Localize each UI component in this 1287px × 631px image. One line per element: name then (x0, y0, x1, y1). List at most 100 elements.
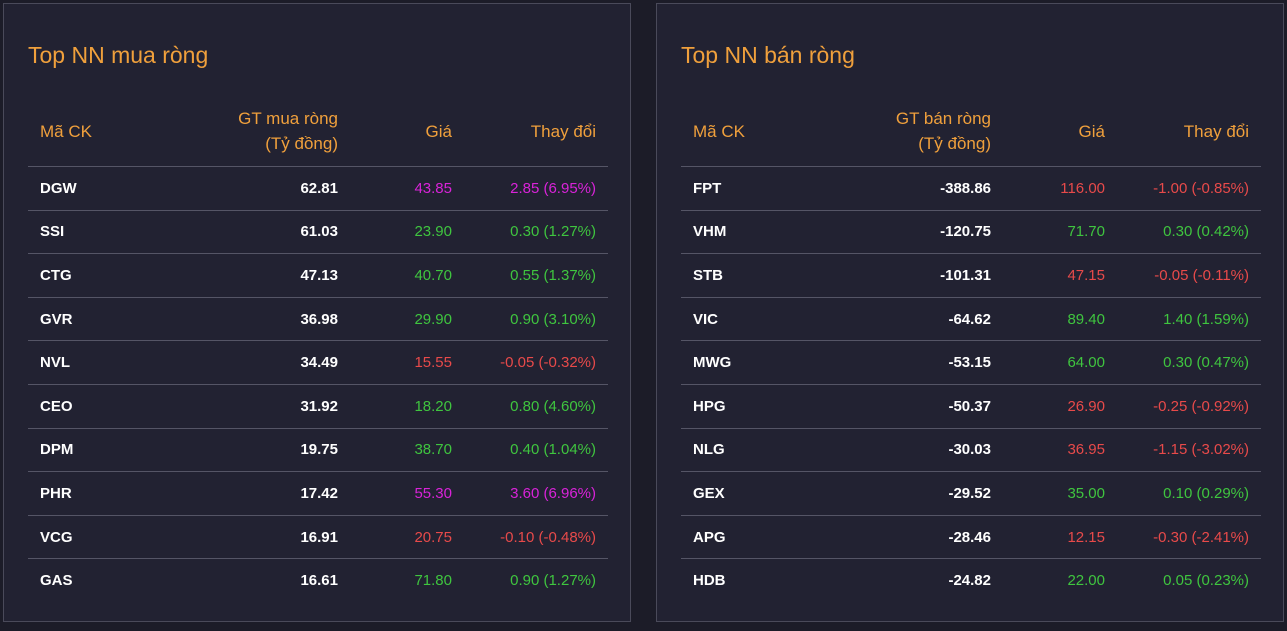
table-row[interactable]: VCG 16.91 20.75 -0.10 (-0.48%) (28, 515, 608, 560)
stock-code: GVR (28, 297, 182, 342)
price: 18.20 (350, 384, 464, 429)
table-row[interactable]: CTG 47.13 40.70 0.55 (1.37%) (28, 253, 608, 298)
table-row[interactable]: MWG -53.15 64.00 0.30 (0.47%) (681, 340, 1261, 385)
price-change: -0.10 (-0.48%) (464, 515, 608, 560)
stock-code: NVL (28, 340, 182, 385)
header-value: GT mua ròng (Tỷ đồng) (182, 96, 350, 167)
price: 47.15 (1003, 253, 1117, 298)
price-change: 0.90 (3.10%) (464, 297, 608, 342)
table-row[interactable]: NLG -30.03 36.95 -1.15 (-3.02%) (681, 428, 1261, 473)
table-row[interactable]: APG -28.46 12.15 -0.30 (-2.41%) (681, 515, 1261, 560)
price: 40.70 (350, 253, 464, 298)
header-change: Thay đổi (464, 96, 608, 167)
table-row[interactable]: GEX -29.52 35.00 0.10 (0.29%) (681, 471, 1261, 516)
price: 35.00 (1003, 471, 1117, 516)
price-change: 0.55 (1.37%) (464, 253, 608, 298)
price: 12.15 (1003, 515, 1117, 560)
sell-table-header: Mã CK GT bán ròng (Tỷ đồng) Giá Thay đổi (681, 96, 1261, 167)
header-price: Giá (350, 96, 464, 167)
price: 15.55 (350, 340, 464, 385)
buy-table: Mã CK GT mua ròng (Tỷ đồng) Giá Thay đổi … (28, 96, 608, 602)
net-value: -30.03 (835, 428, 1003, 473)
net-value: 16.61 (300, 572, 338, 590)
price-change: 0.40 (1.04%) (464, 428, 608, 473)
table-row[interactable]: PHR 17.42 55.30 3.60 (6.96%) (28, 471, 608, 516)
net-value: 17.42 (182, 471, 350, 516)
buy-panel: Top NN mua ròng Mã CK GT mua ròng (Tỷ đồn… (3, 3, 631, 622)
price-change: -1.00 (-0.85%) (1117, 166, 1261, 211)
net-value: -388.86 (835, 166, 1003, 211)
table-row[interactable]: CEO 31.92 18.20 0.80 (4.60%) (28, 384, 608, 429)
price: 71.70 (1003, 210, 1117, 255)
header-value: GT bán ròng (Tỷ đồng) (835, 96, 1003, 167)
net-value: 16.91 (182, 515, 350, 560)
price: 36.95 (1003, 428, 1117, 473)
price: 23.90 (350, 210, 464, 255)
net-value: 19.75 (182, 428, 350, 473)
price: 71.80 (414, 572, 452, 590)
net-value: 47.13 (182, 253, 350, 298)
table-row[interactable]: STB -101.31 47.15 -0.05 (-0.11%) (681, 253, 1261, 298)
price-change: 1.40 (1.59%) (1117, 297, 1261, 342)
table-row[interactable]: GAS 16.61 71.80 0.90 (1.27%) (28, 559, 608, 602)
price-change: 0.30 (0.42%) (1117, 210, 1261, 255)
net-value: 61.03 (182, 210, 350, 255)
table-row[interactable]: FPT -388.86 116.00 -1.00 (-0.85%) (681, 166, 1261, 211)
buy-table-body: DGW 62.81 43.85 2.85 (6.95%) SSI 61.03 23.90 0.… (28, 166, 608, 602)
table-row[interactable]: DPM 19.75 38.70 0.40 (1.04%) (28, 428, 608, 473)
price-change: 0.30 (0.47%) (1117, 340, 1261, 385)
stock-code: HPG (681, 384, 835, 429)
net-value: -50.37 (835, 384, 1003, 429)
net-value: -101.31 (835, 253, 1003, 298)
price-change: 0.90 (1.27%) (510, 572, 596, 590)
stock-code: CTG (28, 253, 182, 298)
buy-table-header: Mã CK GT mua ròng (Tỷ đồng) Giá Thay đổi (28, 96, 608, 167)
stock-code: DPM (28, 428, 182, 473)
price-change: 0.05 (0.23%) (1163, 572, 1249, 590)
net-value: -64.62 (835, 297, 1003, 342)
stock-code: APG (681, 515, 835, 560)
stock-code: MWG (681, 340, 835, 385)
price-change: 3.60 (6.96%) (464, 471, 608, 516)
header-value-line2: (Tỷ đồng) (265, 134, 338, 153)
header-change: Thay đổi (1117, 96, 1261, 167)
table-row[interactable]: VHM -120.75 71.70 0.30 (0.42%) (681, 210, 1261, 255)
sell-panel: Top NN bán ròng Mã CK GT bán ròng (Tỷ đồn… (656, 3, 1284, 622)
buy-panel-title: Top NN mua ròng (28, 42, 209, 68)
price: 43.85 (350, 166, 464, 211)
table-row[interactable]: NVL 34.49 15.55 -0.05 (-0.32%) (28, 340, 608, 385)
table-row[interactable]: HPG -50.37 26.90 -0.25 (-0.92%) (681, 384, 1261, 429)
stock-code: GAS (40, 572, 73, 590)
table-row[interactable]: HDB -24.82 22.00 0.05 (0.23%) (681, 559, 1261, 602)
sell-panel-title: Top NN bán ròng (681, 42, 855, 68)
header-value-line2: (Tỷ đồng) (918, 134, 991, 153)
stock-code: VHM (681, 210, 835, 255)
net-value: 31.92 (182, 384, 350, 429)
price: 38.70 (350, 428, 464, 473)
sell-table-body: FPT -388.86 116.00 -1.00 (-0.85%) VHM -120.75… (681, 166, 1261, 602)
price: 20.75 (350, 515, 464, 560)
price: 22.00 (1067, 572, 1105, 590)
price: 116.00 (1003, 166, 1117, 211)
header-price: Giá (1003, 96, 1117, 167)
header-value-line1: GT mua ròng (238, 109, 338, 128)
stock-code: FPT (681, 166, 835, 211)
stock-code: PHR (28, 471, 182, 516)
table-row[interactable]: GVR 36.98 29.90 0.90 (3.10%) (28, 297, 608, 342)
price-change: 0.30 (1.27%) (464, 210, 608, 255)
net-value: -29.52 (835, 471, 1003, 516)
net-value: -28.46 (835, 515, 1003, 560)
price-change: -1.15 (-3.02%) (1117, 428, 1261, 473)
price: 26.90 (1003, 384, 1117, 429)
sell-table: Mã CK GT bán ròng (Tỷ đồng) Giá Thay đổi … (681, 96, 1261, 602)
stock-code: DGW (28, 166, 182, 211)
table-row[interactable]: VIC -64.62 89.40 1.40 (1.59%) (681, 297, 1261, 342)
header-code: Mã CK (28, 96, 182, 167)
stock-code: STB (681, 253, 835, 298)
stock-code: CEO (28, 384, 182, 429)
header-code: Mã CK (681, 96, 835, 167)
table-row[interactable]: SSI 61.03 23.90 0.30 (1.27%) (28, 210, 608, 255)
price-change: 0.10 (0.29%) (1117, 471, 1261, 516)
table-row[interactable]: DGW 62.81 43.85 2.85 (6.95%) (28, 166, 608, 211)
stock-code: VIC (681, 297, 835, 342)
